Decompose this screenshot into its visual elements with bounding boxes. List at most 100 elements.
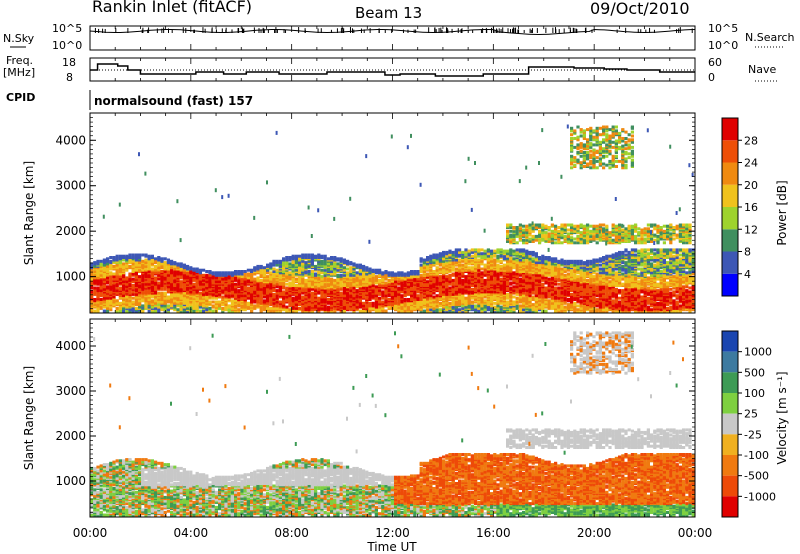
range-cell xyxy=(486,301,490,305)
range-cell xyxy=(378,273,382,277)
range-cell xyxy=(342,284,346,287)
range-cell xyxy=(506,280,510,284)
range-cell xyxy=(349,291,353,295)
range-cell xyxy=(480,248,484,252)
range-cell xyxy=(141,299,145,303)
range-cell xyxy=(534,234,538,238)
range-cell xyxy=(554,266,558,270)
range-cell xyxy=(435,253,439,257)
range-cell xyxy=(384,296,388,300)
range-cell xyxy=(554,224,558,228)
range-cell xyxy=(550,223,554,227)
range-cell xyxy=(304,261,308,265)
range-cell xyxy=(262,266,266,270)
range-cell xyxy=(365,154,368,159)
range-cell xyxy=(288,281,292,285)
range-cell xyxy=(477,248,481,252)
range-cell xyxy=(531,291,535,295)
range-cell xyxy=(138,253,142,257)
range-cell xyxy=(320,268,324,272)
range-cell xyxy=(131,256,135,259)
range-cell xyxy=(118,264,122,268)
range-cell xyxy=(544,259,548,263)
range-cell xyxy=(525,291,529,295)
range-cell xyxy=(490,252,494,256)
range-cell xyxy=(275,282,279,286)
range-cell xyxy=(234,278,238,282)
range-cell xyxy=(134,299,138,303)
range-cell xyxy=(128,277,132,281)
freq-tick-top: 18 xyxy=(62,56,76,69)
range-cell xyxy=(374,296,378,300)
range-cell xyxy=(349,273,353,277)
range-cell xyxy=(163,299,167,303)
range-cell xyxy=(531,295,535,299)
range-cell xyxy=(272,259,276,263)
range-cell xyxy=(451,303,455,307)
range-cell xyxy=(115,254,119,258)
range-cell xyxy=(547,262,551,266)
nsearch-label: N.Search xyxy=(745,31,795,44)
range-cell xyxy=(403,298,407,301)
range-cell xyxy=(534,286,538,290)
range-cell xyxy=(419,292,423,296)
range-cell xyxy=(243,275,247,279)
range-cell xyxy=(304,285,308,289)
range-cell xyxy=(490,272,494,276)
range-cell xyxy=(189,284,193,287)
range-cell xyxy=(266,299,270,303)
range-cell xyxy=(541,291,545,295)
range-cell xyxy=(96,286,100,290)
range-cell xyxy=(547,291,551,295)
range-cell xyxy=(99,306,103,310)
range-cell xyxy=(442,295,446,299)
range-cell xyxy=(211,275,215,279)
range-cell xyxy=(538,229,542,233)
range-cell xyxy=(541,289,545,293)
range-cell xyxy=(125,299,129,303)
range-cell xyxy=(522,228,526,232)
range-cell xyxy=(266,291,270,295)
range-cell xyxy=(477,258,481,262)
range-cell xyxy=(160,284,164,287)
range-cell xyxy=(323,284,327,287)
range-cell xyxy=(445,291,449,295)
range-cell xyxy=(230,277,234,281)
range-cell xyxy=(301,253,305,257)
range-cell xyxy=(109,271,113,275)
range-cell xyxy=(266,306,270,310)
range-cell xyxy=(403,306,407,310)
range-cell xyxy=(237,278,241,282)
range-cell xyxy=(320,254,324,258)
range-cell xyxy=(349,286,353,290)
freq-label-line1: Freq. xyxy=(6,54,33,67)
range-cell xyxy=(342,261,346,265)
range-cell xyxy=(477,306,481,310)
range-cell xyxy=(192,295,196,299)
range-cell xyxy=(326,298,330,301)
range-cell xyxy=(336,257,340,261)
range-cell xyxy=(237,303,241,307)
range-cell xyxy=(538,273,542,277)
range-cell xyxy=(550,229,554,233)
range-cell xyxy=(528,226,532,229)
range-cell xyxy=(544,281,548,285)
range-cell xyxy=(416,294,420,298)
range-cell xyxy=(368,281,372,285)
range-cell xyxy=(256,296,260,300)
range-cell xyxy=(269,271,273,275)
range-cell xyxy=(320,275,324,279)
range-cell xyxy=(541,233,545,237)
range-cell xyxy=(438,252,442,256)
range-cell xyxy=(339,291,343,295)
range-cell xyxy=(394,299,398,303)
range-cell xyxy=(467,249,471,253)
range-cell xyxy=(544,262,548,266)
range-cell xyxy=(362,273,366,277)
range-cell xyxy=(429,259,433,263)
range-cell xyxy=(499,305,503,309)
range-cell xyxy=(458,258,462,262)
range-cell xyxy=(170,280,174,284)
range-cell xyxy=(541,298,545,301)
range-cell xyxy=(534,223,538,227)
